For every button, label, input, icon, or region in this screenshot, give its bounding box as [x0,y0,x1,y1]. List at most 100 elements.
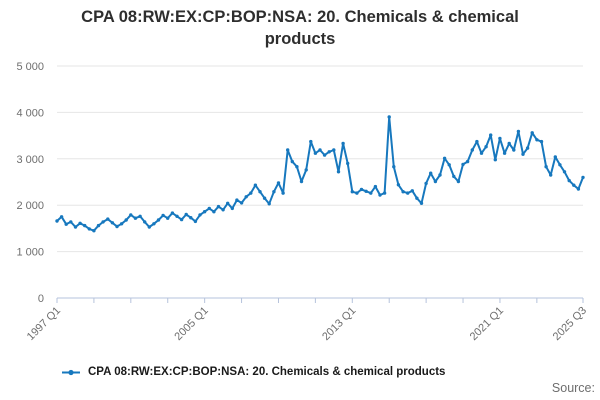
data-point[interactable] [262,196,267,200]
data-point[interactable] [295,165,299,169]
data-point[interactable] [281,191,285,195]
data-point[interactable] [202,210,207,214]
data-point[interactable] [359,187,364,192]
data-point[interactable] [525,146,530,150]
data-point[interactable] [539,139,544,144]
data-point[interactable] [64,222,68,226]
data-point[interactable] [373,184,378,189]
data-point[interactable] [438,173,442,177]
data-point[interactable] [396,183,401,187]
data-point[interactable] [170,211,175,215]
data-point[interactable] [364,189,368,193]
data-point[interactable] [299,179,304,184]
data-point[interactable] [69,220,73,224]
data-point[interactable] [433,179,438,184]
data-point[interactable] [92,229,96,233]
data-point[interactable] [475,139,479,144]
data-point[interactable] [507,141,511,146]
data-point[interactable] [479,151,484,155]
data-point[interactable] [355,191,359,195]
data-point[interactable] [189,216,193,220]
data-point[interactable] [530,131,534,135]
data-point[interactable] [221,208,225,212]
data-point[interactable] [512,148,516,152]
data-point[interactable] [290,159,294,164]
data-point[interactable] [193,219,198,224]
data-point[interactable] [378,193,382,197]
data-point[interactable] [452,174,456,179]
data-point[interactable] [327,150,331,154]
data-point[interactable] [59,215,64,219]
data-point[interactable] [521,152,525,156]
data-point[interactable] [553,155,557,159]
data-point[interactable] [78,221,82,225]
data-point[interactable] [87,227,92,231]
data-point[interactable] [216,204,221,209]
data-point[interactable] [239,201,244,205]
data-point[interactable] [286,148,290,152]
data-point[interactable] [249,191,253,195]
data-point[interactable] [332,148,336,152]
data-point[interactable] [253,183,258,187]
data-point[interactable] [106,217,110,221]
data-point[interactable] [465,159,470,164]
data-point[interactable] [55,219,59,223]
data-point[interactable] [138,214,142,218]
data-point[interactable] [258,190,262,194]
data-point[interactable] [267,202,271,206]
data-point[interactable] [369,191,373,195]
data-point[interactable] [401,190,405,194]
series-line[interactable] [56,116,584,232]
data-point[interactable] [207,206,211,211]
data-point[interactable] [133,216,138,220]
data-point[interactable] [304,168,308,172]
data-point[interactable] [456,179,461,184]
data-point[interactable] [73,225,78,229]
data-point[interactable] [415,196,419,200]
data-point[interactable] [461,162,465,167]
data-point[interactable] [115,224,119,229]
data-point[interactable] [124,218,128,222]
data-point[interactable] [535,138,539,142]
data-point[interactable] [184,212,188,217]
data-point[interactable] [143,220,147,224]
data-point[interactable] [161,213,165,218]
data-point[interactable] [406,191,410,195]
data-point[interactable] [179,217,184,222]
data-point[interactable] [442,156,447,160]
data-point[interactable] [147,225,151,229]
data-point[interactable] [129,213,133,217]
data-point[interactable] [244,195,248,199]
data-point[interactable] [96,223,101,228]
data-point[interactable] [502,151,507,155]
data-point[interactable] [166,216,170,220]
data-point[interactable] [484,145,488,149]
data-point[interactable] [235,198,239,202]
data-point[interactable] [175,214,179,218]
data-point[interactable] [322,153,327,157]
data-point[interactable] [318,148,322,152]
data-point[interactable] [350,190,354,194]
data-point[interactable] [272,190,276,194]
data-point[interactable] [470,148,474,152]
data-point[interactable] [198,213,202,217]
data-point[interactable] [410,189,414,193]
data-point[interactable] [387,115,391,119]
data-point[interactable] [313,151,318,155]
data-point[interactable] [341,141,345,146]
data-point[interactable] [392,165,396,169]
data-point[interactable] [156,218,161,222]
data-point[interactable] [346,161,350,166]
data-point[interactable] [498,136,502,141]
data-point[interactable] [567,178,571,183]
data-point[interactable] [576,187,581,191]
data-point[interactable] [230,206,234,211]
data-point[interactable] [424,181,428,186]
data-point[interactable] [101,220,105,224]
data-point[interactable] [226,201,230,205]
data-point[interactable] [276,181,281,185]
data-point[interactable] [493,158,497,162]
data-point[interactable] [562,170,567,174]
data-point[interactable] [382,191,387,195]
data-point[interactable] [489,133,493,137]
